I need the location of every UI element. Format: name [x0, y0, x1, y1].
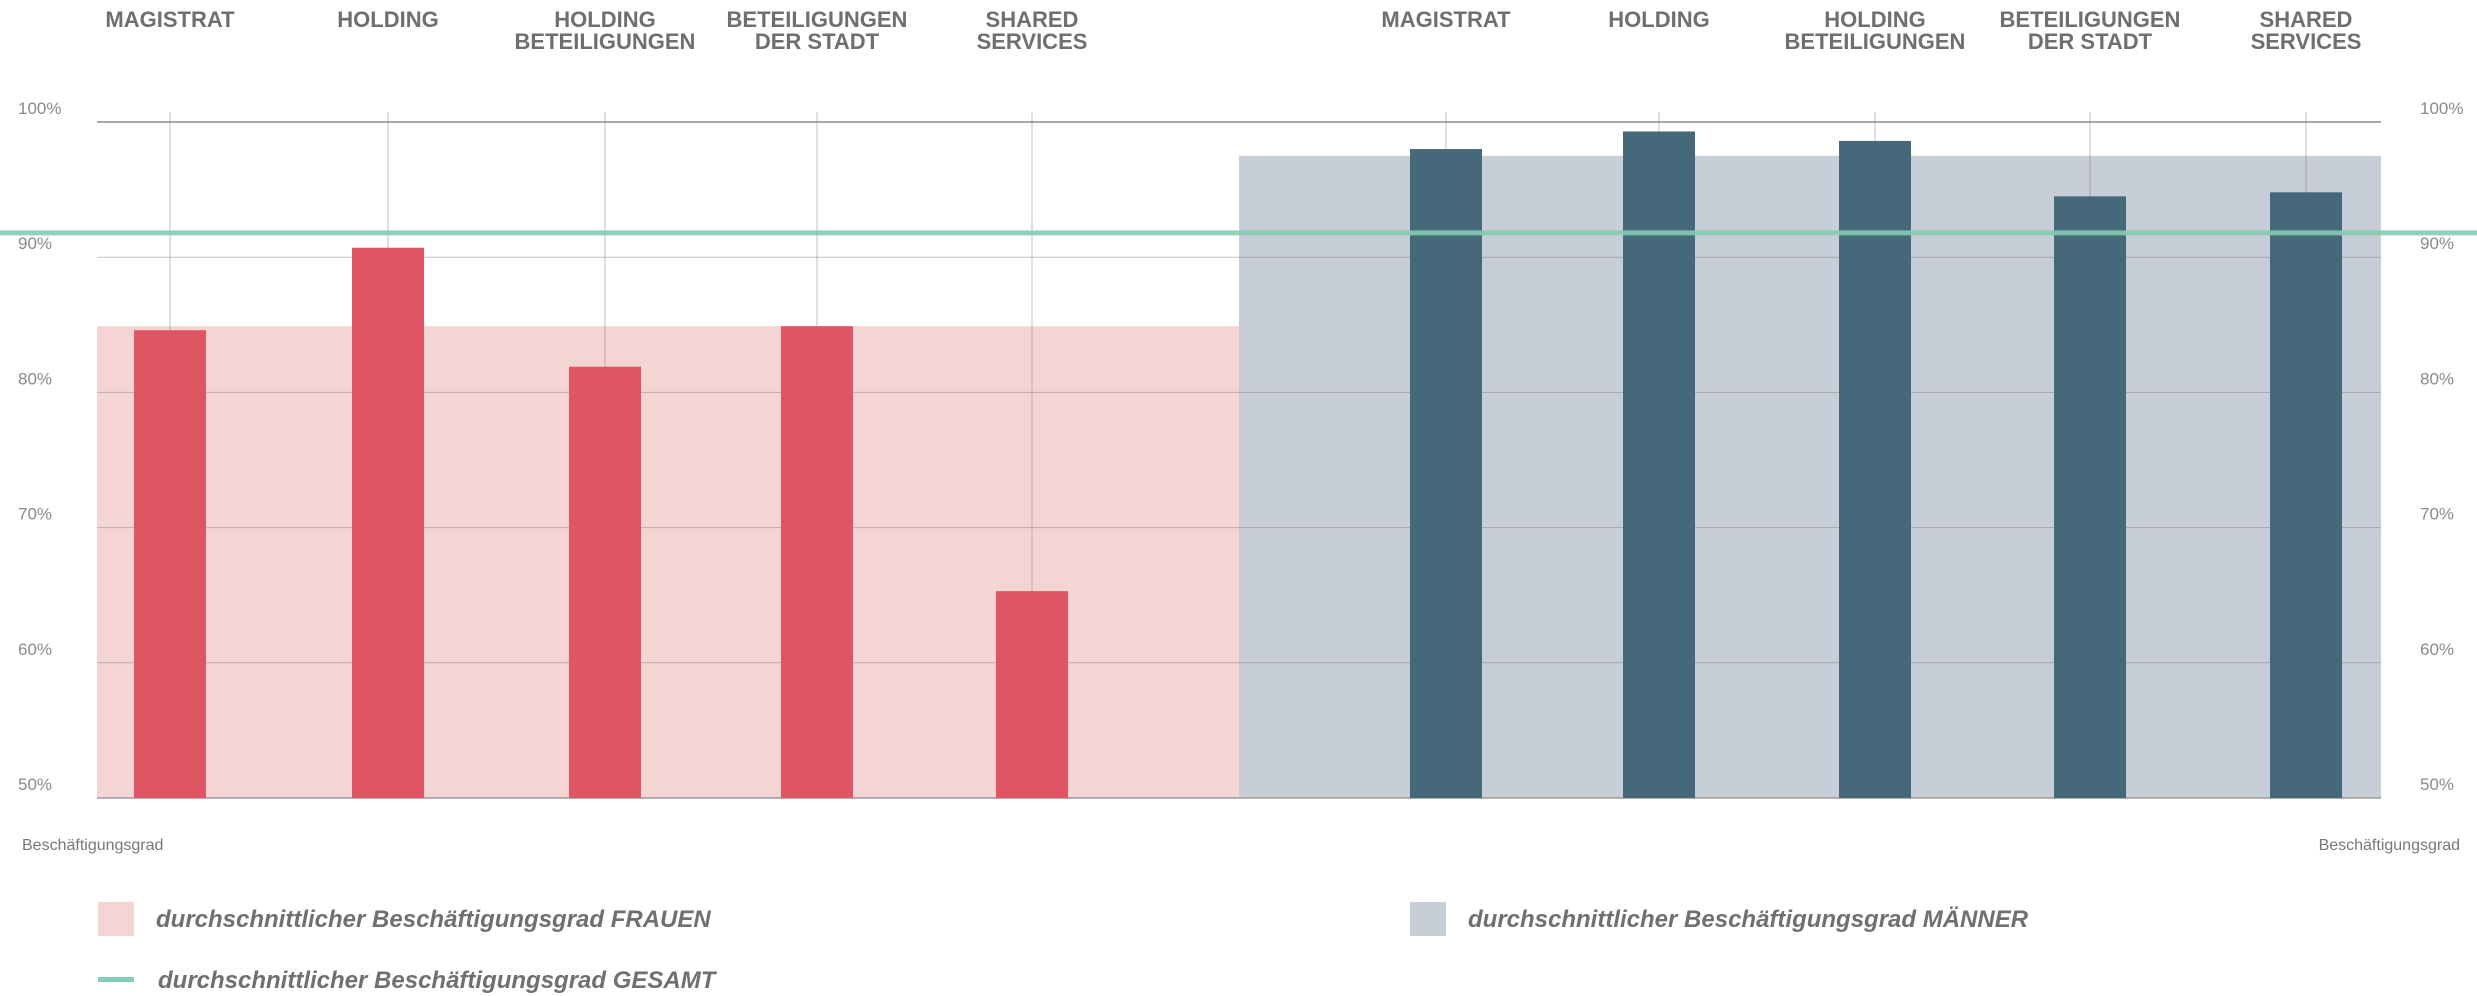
category-label: BETEILIGUNGEN DER STADT — [2000, 7, 2181, 54]
legend-swatch-gesamt — [98, 977, 134, 982]
bars — [134, 131, 2342, 799]
y-tick-label-right: 60% — [2420, 640, 2454, 659]
category-label: HOLDING — [337, 7, 438, 32]
bar-maenner-4 — [2054, 196, 2126, 799]
bar-frauen-1 — [134, 330, 206, 798]
legend-swatch-maenner — [1410, 902, 1446, 936]
y-tick-label-right: 70% — [2420, 505, 2454, 524]
category-labels: MAGISTRAT HOLDING HOLDING BETEILIGUNGEN BETE… — [105, 7, 2361, 54]
category-label: MAGISTRAT — [105, 7, 235, 32]
bar-frauen-2 — [352, 247, 424, 799]
category-label: SHARED SERVICES — [977, 7, 1088, 54]
bar-frauen-5 — [996, 591, 1068, 798]
category-label: SHARED SERVICES — [2251, 7, 2362, 54]
y-tick-label-left: 60% — [18, 640, 52, 659]
y-tick-label-right: 100% — [2420, 99, 2463, 118]
bar-maenner-1 — [1410, 149, 1482, 799]
category-label: MAGISTRAT — [1381, 7, 1511, 32]
legend-label-frauen: durchschnittlicher Beschäftigungsgrad FR… — [156, 906, 711, 933]
category-label: BETEILIGUNGEN DER STADT — [727, 7, 908, 54]
bar-maenner-5 — [2270, 192, 2342, 798]
bar-maenner-3 — [1839, 140, 1911, 799]
y-tick-label-left: 50% — [18, 775, 52, 794]
y-axis-label-right: Beschäftigungsgrad — [2319, 837, 2460, 854]
y-tick-label-left: 100% — [18, 99, 61, 118]
y-tick-label-left: 80% — [18, 369, 52, 388]
bar-frauen-4 — [781, 326, 853, 798]
legend: durchschnittlicher Beschäftigungsgrad FR… — [98, 902, 2029, 994]
legend-swatch-frauen — [98, 902, 134, 936]
legend-label-maenner: durchschnittlicher Beschäftigungsgrad MÄ… — [1468, 906, 2029, 933]
category-label: HOLDING — [1608, 7, 1709, 32]
legend-label-gesamt: durchschnittlicher Beschäftigungsgrad GE… — [158, 967, 718, 994]
bar-frauen-3 — [569, 366, 641, 798]
bar-maenner-2 — [1623, 131, 1695, 799]
grid-lines — [97, 121, 2381, 799]
y-tick-label-right: 80% — [2420, 369, 2454, 388]
y-tick-label-left: 90% — [18, 234, 52, 253]
y-tick-label-right: 50% — [2420, 775, 2454, 794]
average-bands — [97, 155, 2381, 799]
category-label: HOLDING BETEILIGUNGEN — [515, 7, 696, 54]
y-tick-label-left: 70% — [18, 505, 52, 524]
category-label: HOLDING BETEILIGUNGEN — [1785, 7, 1966, 54]
y-tick-labels: 100% 100% 90% 90% 80% 80% 70% 70% 60% 60% 50% 50% — [18, 99, 2463, 794]
y-tick-label-right: 90% — [2420, 234, 2454, 253]
y-axis-label-left: Beschäftigungsgrad — [22, 837, 163, 854]
